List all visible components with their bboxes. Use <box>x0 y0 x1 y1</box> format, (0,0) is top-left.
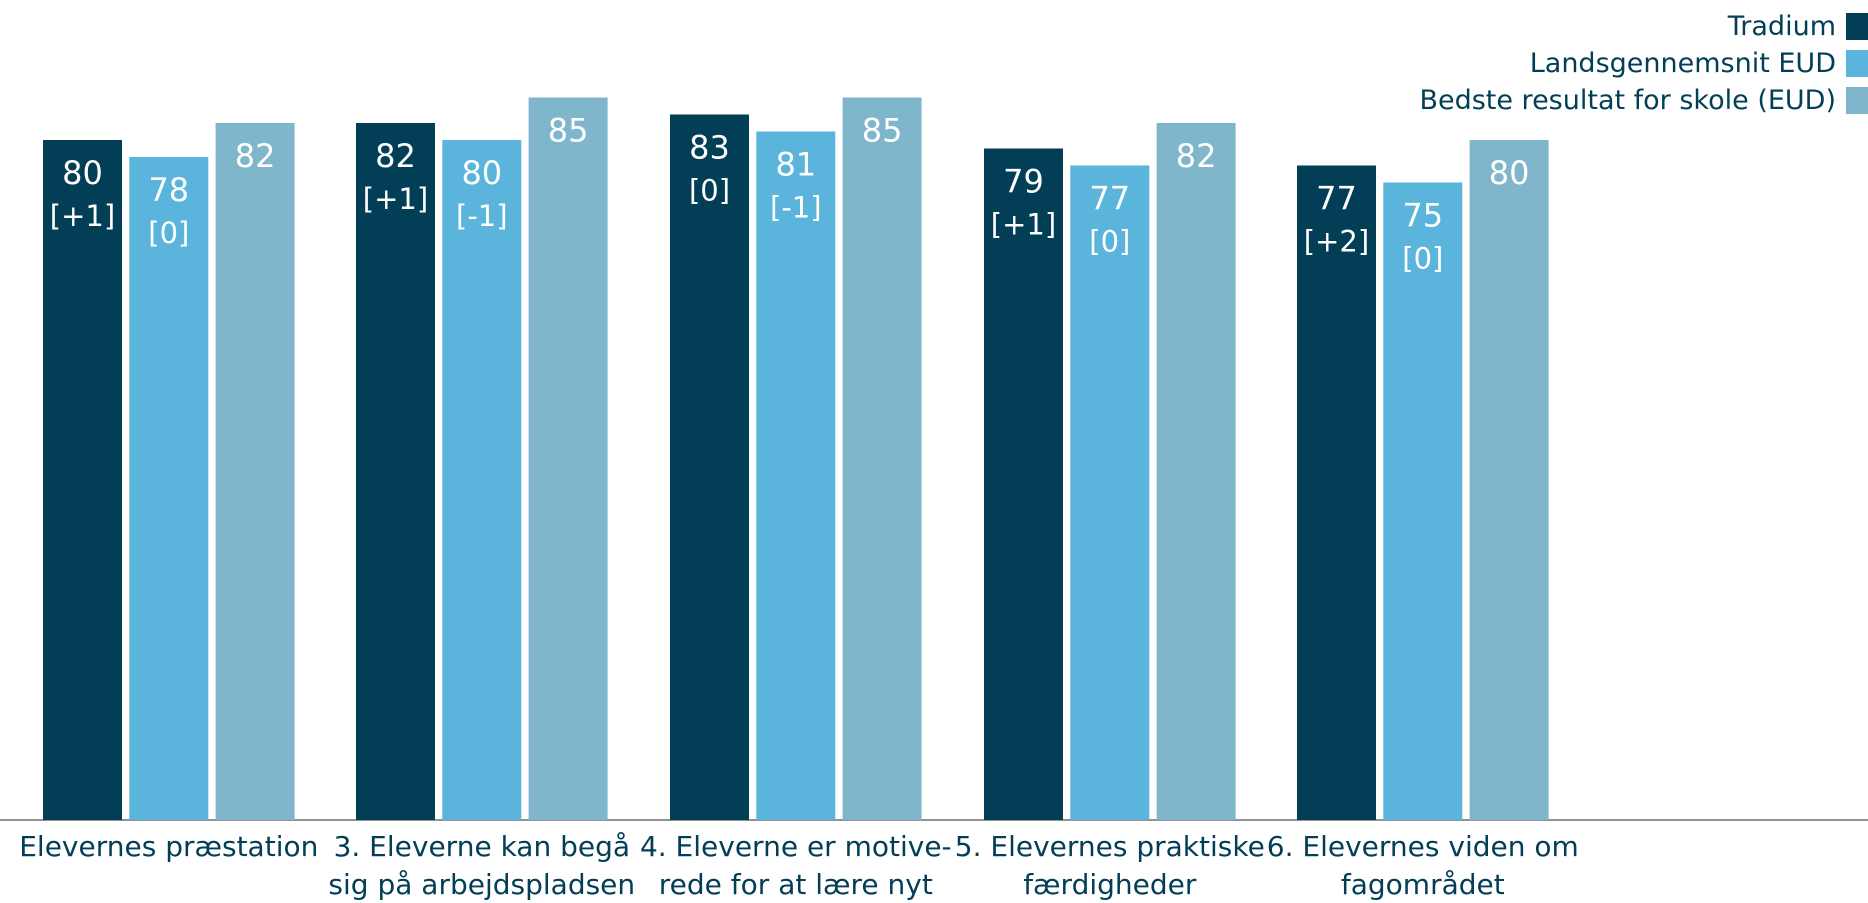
category-label: sig på arbejdspladsen <box>328 868 635 901</box>
change-label: [0] <box>689 174 730 208</box>
change-label: [+2] <box>1304 225 1369 259</box>
category-label: færdigheder <box>1023 868 1197 901</box>
data-label: 75 <box>1402 197 1443 235</box>
data-label: 77 <box>1089 180 1130 218</box>
bar <box>1070 165 1150 820</box>
change-label: [0] <box>148 216 189 250</box>
legend-label-tradium: Tradium <box>1727 11 1836 42</box>
bar <box>1297 165 1376 820</box>
bar <box>756 131 836 820</box>
bar <box>442 140 522 820</box>
bar <box>1156 123 1236 820</box>
change-label: [-1] <box>770 191 822 225</box>
data-label: 77 <box>1316 180 1357 218</box>
bar <box>670 114 749 820</box>
category-label: Elevernes præstation <box>19 830 318 863</box>
change-label: [+1] <box>991 208 1056 242</box>
category-label: fagområdet <box>1341 868 1505 901</box>
bar <box>528 97 608 820</box>
change-label: [0] <box>1402 242 1443 276</box>
change-label: [-1] <box>456 199 508 233</box>
bar <box>43 140 122 820</box>
bar <box>1383 182 1463 820</box>
category-label: 5. Elevernes praktiske <box>955 830 1265 863</box>
bar <box>984 148 1063 820</box>
change-label: [+1] <box>363 182 428 216</box>
category-label: 3. Eleverne kan begå <box>334 830 630 863</box>
data-label: 80 <box>1489 154 1530 192</box>
data-label: 82 <box>375 137 416 175</box>
data-label: 80 <box>461 154 502 192</box>
change-label: [+1] <box>50 199 115 233</box>
data-label: 81 <box>775 146 816 184</box>
category-label: rede for at lære nyt <box>659 868 933 901</box>
data-label: 82 <box>1176 137 1217 175</box>
data-label: 85 <box>862 112 903 150</box>
data-label: 78 <box>148 171 189 209</box>
change-label: [0] <box>1089 225 1130 259</box>
data-label: 85 <box>548 112 589 150</box>
bar <box>356 123 435 820</box>
legend-swatch-landsgennemsnit <box>1846 50 1868 77</box>
bar <box>1469 140 1549 820</box>
legend: Tradium Landsgennemsnit EUD Bedste resul… <box>1419 8 1868 119</box>
data-label: 79 <box>1003 163 1044 201</box>
category-label: 6. Elevernes viden om <box>1267 830 1579 863</box>
bar <box>129 157 209 820</box>
data-label: 83 <box>689 129 730 167</box>
legend-swatch-tradium <box>1846 13 1868 40</box>
category-label: 4. Eleverne er motive- <box>640 830 952 863</box>
legend-item-tradium: Tradium <box>1419 8 1868 45</box>
bar <box>842 97 922 820</box>
legend-label-landsgennemsnit: Landsgennemsnit EUD <box>1529 48 1836 79</box>
data-label: 82 <box>235 137 276 175</box>
legend-item-landsgennemsnit: Landsgennemsnit EUD <box>1419 45 1868 82</box>
legend-label-bedste-resultat: Bedste resultat for skole (EUD) <box>1419 85 1836 116</box>
bar <box>215 123 295 820</box>
legend-item-bedste-resultat: Bedste resultat for skole (EUD) <box>1419 82 1868 119</box>
legend-swatch-bedste-resultat <box>1846 87 1868 114</box>
data-label: 80 <box>62 154 103 192</box>
